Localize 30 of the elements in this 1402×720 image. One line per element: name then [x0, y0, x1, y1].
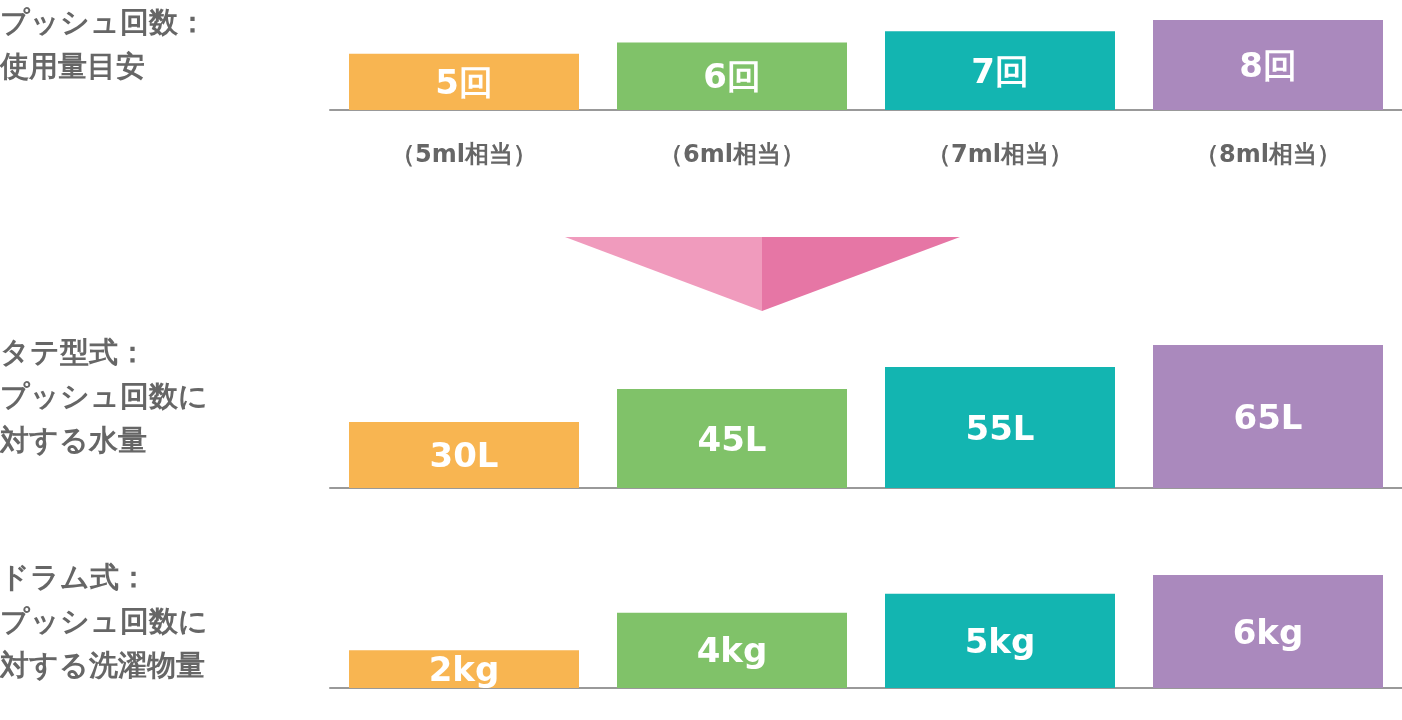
data-label: 7回: [971, 50, 1029, 91]
data-label: 30L: [429, 435, 499, 475]
chart-title: プッシュ回数：使用量目安: [0, 4, 208, 85]
bar: [617, 612, 847, 688]
x-tick-label: （6ml相当）: [659, 140, 805, 168]
data-label: 5回: [435, 61, 493, 102]
bar: [1153, 575, 1383, 688]
data-label: 2kg: [428, 649, 500, 690]
data-label: 65L: [1233, 396, 1303, 437]
bar: [349, 422, 579, 488]
data-label: 6回: [703, 56, 761, 97]
data-label: 6kg: [1232, 611, 1304, 652]
x-tick-label: （7ml相当）: [927, 140, 1073, 168]
text: ドラム式：プッシュ回数に対する洗濯物量: [0, 559, 209, 684]
bar: [885, 31, 1115, 110]
data-label: 8回: [1239, 45, 1297, 85]
bar: [885, 593, 1115, 688]
bar: [885, 367, 1115, 488]
data-label: 45L: [697, 418, 767, 459]
bar: [617, 42, 847, 110]
data-label: 55L: [965, 407, 1035, 448]
bar: [1153, 345, 1383, 488]
bar: [349, 53, 579, 110]
data-label: 5kg: [964, 620, 1036, 661]
bar: [617, 389, 847, 488]
text: タテ型式：プッシュ回数に対する水量: [0, 334, 209, 459]
x-tick-label: （5ml相当）: [391, 140, 537, 168]
bar: [1153, 20, 1383, 110]
x-tick-label: （8ml相当）: [1195, 140, 1341, 168]
data-label: 4kg: [696, 630, 768, 671]
